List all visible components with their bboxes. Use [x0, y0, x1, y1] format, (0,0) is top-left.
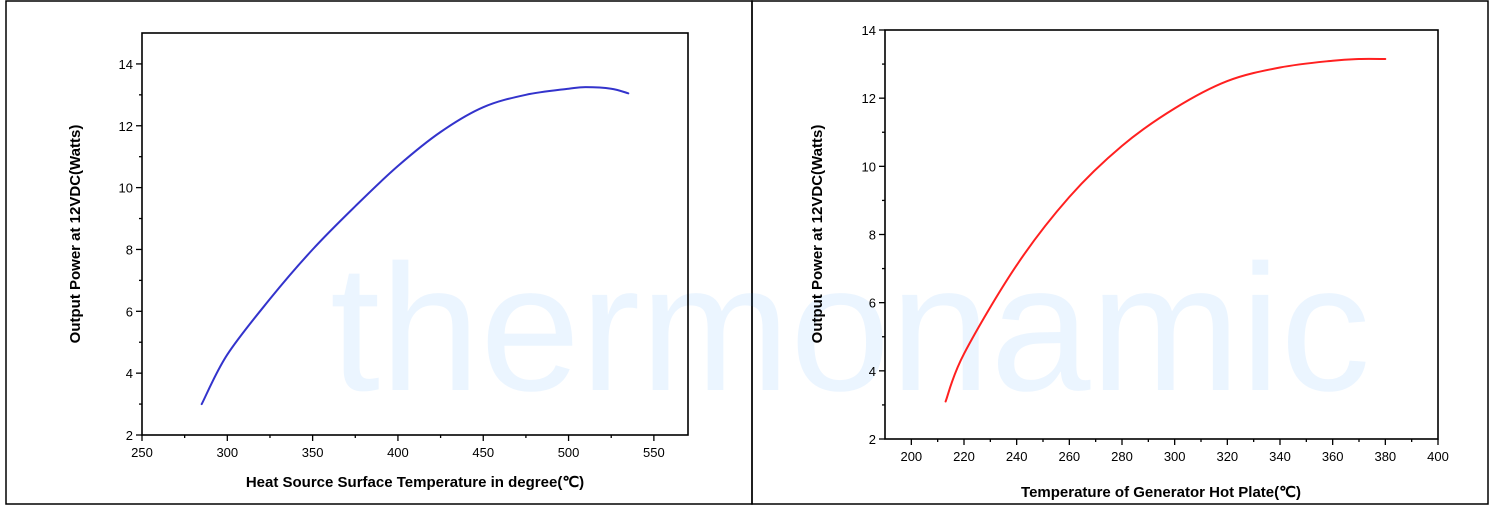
left-y-tick-label: 4	[126, 366, 133, 381]
right-chart-ticks	[879, 29, 1439, 445]
left-plot-frame	[141, 32, 689, 436]
left-chart-ticks	[136, 63, 655, 441]
right-x-tick-label: 320	[1216, 449, 1238, 464]
left-chart-series	[200, 86, 630, 406]
left-x-tick-label: 550	[643, 445, 665, 460]
right-y-tick-label: 12	[862, 91, 876, 106]
right-panel-border	[751, 0, 1489, 505]
right-y-axis-label: Output Power at 12VDC(Watts)	[809, 125, 826, 344]
right-power-curve	[944, 57, 1387, 403]
left-y-tick-label: 8	[126, 242, 133, 257]
right-x-tick-label: 260	[1058, 449, 1080, 464]
right-x-tick-label: 280	[1111, 449, 1133, 464]
right-chart-tick-labels: 200 220 240 260 280 300 320 340 360 380 400 2 4 6 8 10 1…	[862, 23, 1449, 464]
right-x-tick-label: 220	[953, 449, 975, 464]
left-x-axis-label: Heat Source Surface Temperature in degre…	[246, 474, 584, 491]
left-chart: 250 300 350 400 450 500 550 2 4 6 8 10 12 14 Heat Sou…	[67, 32, 689, 491]
left-x-tick-label: 350	[302, 445, 324, 460]
left-y-axis-label: Output Power at 12VDC(Watts)	[67, 125, 84, 344]
left-y-tick-label: 6	[126, 304, 133, 319]
right-x-tick-label: 380	[1374, 449, 1396, 464]
right-x-tick-label: 300	[1164, 449, 1186, 464]
right-y-tick-label: 2	[869, 432, 876, 447]
left-x-tick-label: 250	[131, 445, 153, 460]
left-x-tick-label: 450	[472, 445, 494, 460]
right-chart: 200 220 240 260 280 300 320 340 360 380 400 2 4 6 8 10 1…	[809, 23, 1449, 501]
left-y-tick-label: 10	[119, 181, 133, 196]
right-y-tick-label: 10	[862, 159, 876, 174]
left-x-tick-label: 300	[216, 445, 238, 460]
left-chart-tick-labels: 250 300 350 400 450 500 550 2 4 6 8 10 12 14	[119, 57, 665, 460]
left-y-tick-label: 2	[126, 428, 133, 443]
watermark-text: thermonamic	[330, 228, 1370, 429]
right-y-tick-label: 6	[869, 296, 876, 311]
right-y-tick-label: 4	[869, 364, 876, 379]
left-y-tick-label: 12	[119, 119, 133, 134]
right-x-tick-label: 240	[1006, 449, 1028, 464]
right-x-tick-label: 200	[900, 449, 922, 464]
right-x-tick-label: 400	[1427, 449, 1449, 464]
left-power-curve	[200, 86, 630, 406]
right-x-axis-label: Temperature of Generator Hot Plate(℃)	[1021, 484, 1301, 501]
left-x-tick-label: 500	[558, 445, 580, 460]
left-y-tick-label: 14	[119, 57, 133, 72]
right-y-tick-label: 14	[862, 23, 876, 38]
right-y-tick-label: 8	[869, 228, 876, 243]
right-chart-series	[944, 57, 1387, 403]
left-x-tick-label: 400	[387, 445, 409, 460]
right-x-tick-label: 340	[1269, 449, 1291, 464]
right-x-tick-label: 360	[1322, 449, 1344, 464]
